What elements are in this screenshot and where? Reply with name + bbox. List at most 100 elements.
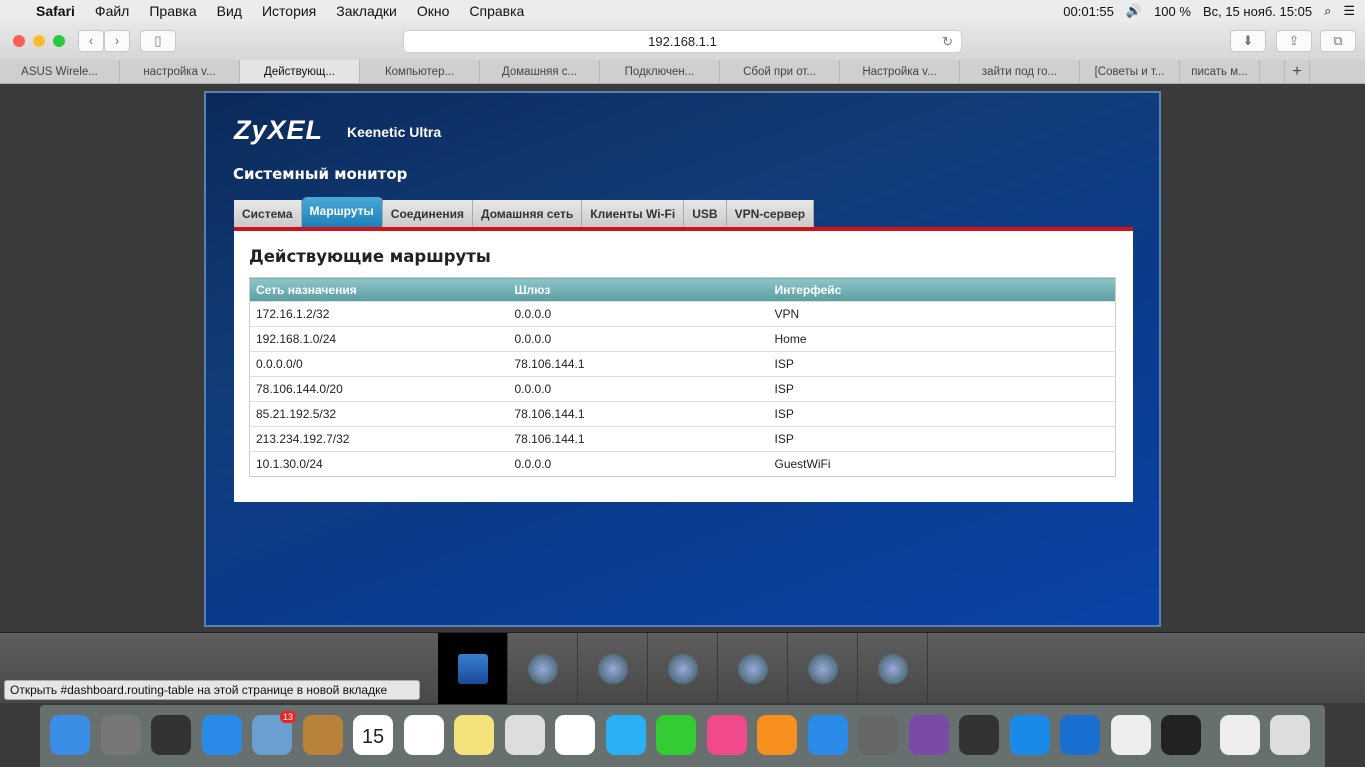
dock-app-icon[interactable]: 15 [353, 715, 393, 755]
dock-app-icon[interactable]: 13 [252, 711, 296, 755]
dock-app-icon[interactable] [504, 715, 545, 755]
dock-app-icon[interactable] [605, 715, 646, 755]
browser-tab[interactable]: ASUS Wirele... [0, 60, 120, 83]
dock-app-icon[interactable] [1270, 715, 1310, 755]
model-name: Keenetic Ultra [347, 124, 442, 140]
dock-app-icon[interactable] [656, 715, 696, 755]
dock-app-icon[interactable] [908, 715, 949, 755]
dock-app-icon[interactable] [1219, 715, 1260, 755]
calendar-day: 15 [361, 726, 385, 748]
menu-edit[interactable]: Правка [149, 3, 197, 19]
routes-title: Действующие маршруты [249, 247, 491, 266]
browser-tab-active[interactable]: Действующ... [240, 60, 360, 83]
dock-app-icon[interactable] [706, 715, 747, 755]
new-tab-button[interactable]: + [1285, 60, 1310, 83]
browser-tab[interactable]: зайти под го... [960, 60, 1080, 83]
search-icon[interactable]: ⌕ [1324, 3, 1332, 18]
browser-tabs: ASUS Wirele... настройка v... Действующ.… [0, 60, 1365, 84]
internet-globe-icon[interactable] [508, 633, 578, 704]
datetime[interactable]: Вс, 15 нояб. 15:05 [1202, 3, 1313, 19]
sidebar-toggle-button[interactable]: ▯ [140, 30, 176, 52]
dock-app-icon[interactable] [403, 715, 444, 755]
table-row: 213.234.192.7/32 78.106.144.1 ISP [249, 426, 1116, 452]
browser-tab[interactable]: Домашняя с... [480, 60, 600, 83]
wifi-signal-icon[interactable] [648, 633, 718, 704]
menu-window[interactable]: Окно [416, 3, 450, 19]
table-row: 78.106.144.0/20 0.0.0.0 ISP [249, 376, 1116, 402]
dock-app-icon[interactable] [302, 715, 343, 755]
table-row: 172.16.1.2/32 0.0.0.0 VPN [249, 301, 1116, 327]
volume-icon[interactable]: 🔊 [1125, 3, 1143, 18]
forward-button[interactable]: › [104, 30, 130, 52]
apps-grid-icon[interactable] [858, 633, 928, 704]
zoom-window-button[interactable] [53, 35, 65, 47]
share-button[interactable]: ⇪ [1276, 30, 1312, 52]
downloads-button[interactable]: ⬇ [1230, 30, 1266, 52]
cell-destination: 78.106.144.0/20 [249, 376, 509, 402]
browser-tab[interactable]: Настройка v... [840, 60, 960, 83]
apps-grid-icon-glyph [877, 653, 908, 684]
minimize-window-button[interactable] [33, 35, 45, 47]
tab-connections[interactable]: Соединения [382, 200, 473, 228]
home-network-icon-glyph [597, 653, 628, 684]
dock-app-icon[interactable] [100, 715, 141, 755]
security-shield-icon[interactable] [718, 633, 788, 704]
home-network-icon[interactable] [578, 633, 648, 704]
url-bar[interactable]: 192.168.1.1 ↻ [403, 30, 962, 53]
menu-bookmarks[interactable]: Закладки [336, 3, 397, 19]
router-page: ZyXEL Keenetic Ultra Системный монитор С… [204, 91, 1161, 627]
cell-interface: ISP [768, 351, 1116, 377]
tab-usb[interactable]: USB [684, 200, 727, 228]
dock-app-icon[interactable] [201, 715, 242, 755]
timer[interactable]: 00:01:55 [1063, 3, 1114, 19]
browser-tab[interactable]: писать м... [1180, 60, 1260, 83]
cell-interface: ISP [768, 426, 1116, 452]
monitor-chart-icon[interactable] [438, 633, 508, 704]
dock-app-icon[interactable] [959, 715, 999, 755]
col-gateway: Шлюз [508, 277, 769, 302]
tab-vpn-server[interactable]: VPN-сервер [726, 200, 815, 228]
badge: 13 [279, 711, 296, 723]
cell-gateway: 78.106.144.1 [508, 426, 769, 452]
menu-list-icon[interactable]: ☰ [1343, 3, 1355, 18]
table-row: 192.168.1.0/24 0.0.0.0 Home [249, 326, 1116, 352]
reload-icon[interactable]: ↻ [942, 34, 953, 49]
dock-app-icon[interactable] [1009, 715, 1050, 755]
dock-app-icon[interactable] [151, 715, 191, 755]
dock-app-icon[interactable] [555, 715, 595, 755]
tab-home-network[interactable]: Домашняя сеть [473, 200, 583, 228]
menu-help[interactable]: Справка [469, 3, 525, 19]
browser-tab[interactable]: [Советы и т... [1080, 60, 1180, 83]
cell-destination: 0.0.0.0/0 [249, 351, 509, 377]
back-button[interactable]: ‹ [78, 30, 104, 52]
browser-tab[interactable]: Сбой при от... [720, 60, 840, 83]
battery-status[interactable]: 100 % [1154, 3, 1191, 19]
cell-interface: ISP [768, 401, 1116, 427]
dock-app-icon[interactable] [757, 715, 797, 755]
close-window-button[interactable] [13, 35, 25, 47]
dock-app-icon[interactable] [1161, 715, 1201, 755]
cell-destination: 85.21.192.5/32 [249, 401, 509, 427]
dock-app-icon[interactable] [454, 715, 494, 755]
cell-destination: 10.1.30.0/24 [249, 451, 509, 477]
cell-destination: 192.168.1.0/24 [249, 326, 509, 352]
browser-tab[interactable]: настройка v... [120, 60, 240, 83]
menu-file[interactable]: Файл [94, 3, 130, 19]
tab-wifi-clients[interactable]: Клиенты Wi-Fi [582, 200, 685, 228]
settings-gear-icon[interactable] [788, 633, 858, 704]
dock-app-icon[interactable] [858, 715, 898, 755]
tab-routes[interactable]: Маршруты [301, 197, 383, 228]
tab-system[interactable]: Система [234, 200, 302, 228]
dock-app-icon[interactable] [807, 715, 848, 755]
browser-tab[interactable]: Компьютер... [360, 60, 480, 83]
tabs-overview-button[interactable]: ⧉ [1320, 30, 1356, 52]
dock-app-icon[interactable] [1110, 715, 1151, 755]
dock-app-icon[interactable] [50, 715, 90, 755]
menu-app[interactable]: Safari [36, 3, 75, 19]
dock-app-icon[interactable] [1060, 715, 1100, 755]
cell-gateway: 0.0.0.0 [508, 376, 769, 402]
menu-history[interactable]: История [261, 3, 317, 19]
browser-tab[interactable]: Подключен... [600, 60, 720, 83]
menu-view[interactable]: Вид [216, 3, 242, 19]
routes-table: Сеть назначения Шлюз Интерфейс 172.16.1.… [249, 277, 1116, 477]
